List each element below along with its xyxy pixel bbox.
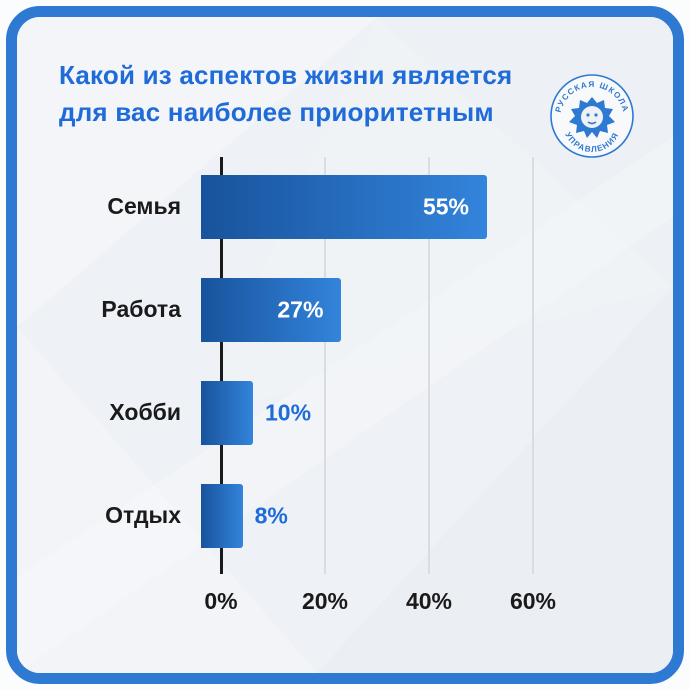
bar-row: Отдых 8%	[17, 483, 673, 548]
value-label: 10%	[265, 399, 312, 426]
value-label: 8%	[254, 502, 288, 529]
bar-row: Семья 55%	[17, 174, 673, 239]
bar-chart: Семья 55% Работа 27% Хобби	[17, 156, 673, 619]
bar	[201, 483, 243, 548]
plot-grid	[220, 156, 534, 574]
bar	[201, 380, 253, 445]
lion-emblem	[569, 97, 615, 138]
title-line-1: Какой из аспектов жизни является	[59, 60, 513, 90]
x-tick: 40%	[405, 587, 453, 614]
company-logo: РУССКАЯ ШКОЛА УПРАВЛЕНИЯ	[550, 74, 634, 158]
bar-row: Хобби 10%	[17, 380, 673, 445]
gridline-40	[428, 156, 430, 574]
value-label: 27%	[277, 296, 324, 323]
bar-row: Работа 27%	[17, 277, 673, 342]
category-label: Хобби	[109, 399, 181, 426]
chart-card: Какой из аспектов жизни является для вас…	[17, 57, 673, 673]
x-tick: 60%	[509, 587, 557, 614]
category-label: Семья	[107, 193, 181, 220]
bar-area: 27%	[201, 277, 513, 342]
bar	[201, 277, 342, 342]
bar-rows: Семья 55% Работа 27% Хобби	[17, 174, 673, 548]
title-line-2: для вас наиболее приоритетным	[59, 96, 494, 127]
gridline-60	[532, 156, 534, 574]
bar-area: 10%	[201, 380, 513, 445]
category-label: Работа	[101, 296, 181, 323]
card-frame: Какой из аспектов жизни является для вас…	[6, 6, 684, 684]
page-title: Какой из аспектов жизни является для вас…	[59, 57, 673, 131]
y-axis-line	[220, 156, 223, 574]
x-tick: 0%	[204, 587, 238, 614]
bar	[201, 174, 487, 239]
gridline-20	[324, 156, 326, 574]
x-axis-ticks: 0% 20% 40% 60%	[204, 587, 556, 618]
value-label: 55%	[422, 193, 469, 220]
category-label: Отдых	[105, 502, 181, 529]
bar-area: 8%	[201, 483, 513, 548]
x-tick: 20%	[301, 587, 349, 614]
bar-area: 55%	[201, 174, 513, 239]
